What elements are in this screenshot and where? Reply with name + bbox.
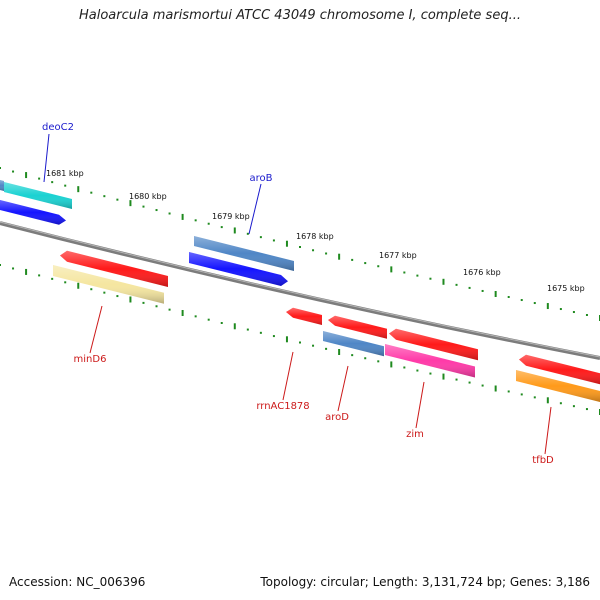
tick-label: 1676 kbp [463,268,501,277]
map-title: Haloarcula marismortui ATCC 43049 chromo… [79,8,521,23]
feature-zim[interactable] [385,344,475,378]
feature-blue-mid[interactable] [189,252,288,286]
leader-zim [415,381,425,429]
feature-deoC2[interactable] [4,182,72,209]
label-leaders [43,133,552,455]
feature-red-b[interactable] [328,315,387,339]
gene-label-tfbD[interactable]: tfbD [532,455,554,466]
feature-aroB[interactable] [194,236,294,271]
accession-text: Accession: NC_006396 [9,575,146,589]
gene-label-minD6[interactable]: minD6 [74,354,107,365]
gene-label-aroB[interactable]: aroB [250,173,273,184]
feature-minD6[interactable] [53,265,164,304]
gene-label-deoC2[interactable]: deoC2 [42,122,74,133]
tick-labels: 1681 kbp 1680 kbp 1679 kbp 1678 kbp 1677 kbp… [46,169,585,293]
feature-aroD[interactable] [323,331,384,357]
tick-row-upper [0,167,600,321]
feature-red-c[interactable] [389,328,478,361]
leader-aroB [248,183,262,235]
feature-red-d[interactable] [519,354,600,385]
leader-deoC2 [43,133,50,183]
feature-edge[interactable] [0,180,4,191]
leader-rrnAC1878 [282,351,294,401]
tick-label: 1681 kbp [46,169,84,178]
feature-minD6-red[interactable] [60,250,168,287]
leader-aroD [337,365,349,412]
gene-label-rrnAC1878[interactable]: rrnAC1878 [256,401,309,412]
gene-label-zim[interactable]: zim [406,429,424,440]
leader-tfbD [544,406,552,455]
tick-label: 1680 kbp [129,192,167,201]
tick-label: 1679 kbp [212,212,250,221]
tick-label: 1678 kbp [296,232,334,241]
chromosome-backbone [0,221,600,360]
gene-labels: deoC2 aroB minD6 rrnAC1878 aroD zim tfbD [42,122,554,466]
gene-label-aroD[interactable]: aroD [325,412,349,423]
feature-tfbD[interactable] [516,370,600,402]
leader-minD6 [89,305,103,354]
feature-rrnAC1878[interactable] [286,307,322,325]
tick-label: 1677 kbp [379,251,417,260]
genome-summary-text: Topology: circular; Length: 3,131,724 bp… [260,575,590,589]
tick-row-lower [0,264,600,415]
tick-label: 1675 kbp [547,284,585,293]
gene-features [0,180,600,402]
feature-blue-left[interactable] [0,200,66,225]
backbone-highlight [0,221,600,358]
